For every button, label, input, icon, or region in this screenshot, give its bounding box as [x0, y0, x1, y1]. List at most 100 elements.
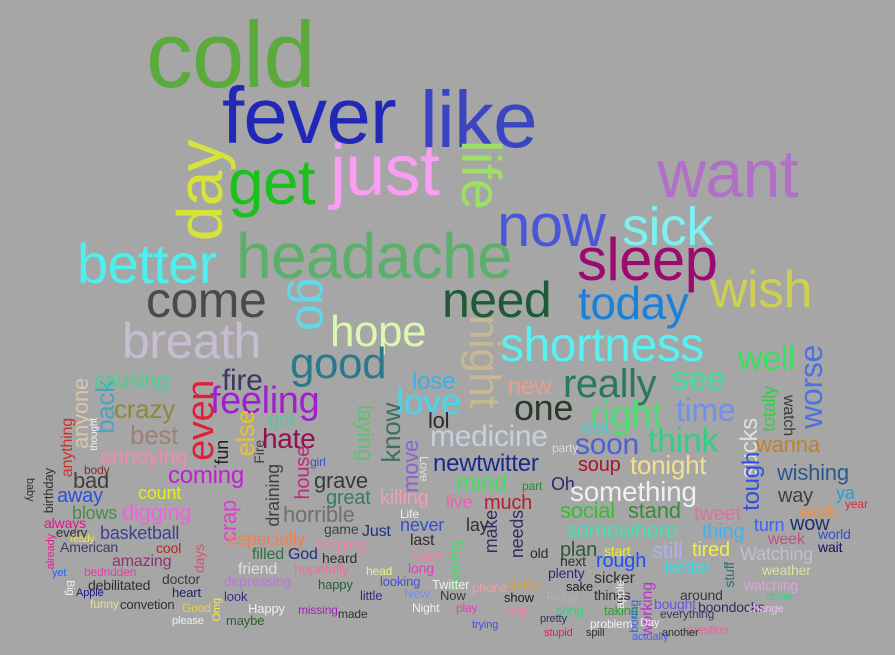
word: ready	[70, 534, 95, 545]
word: headache	[236, 220, 513, 292]
word: Happy	[248, 601, 285, 616]
word: well	[738, 340, 796, 378]
word: yet	[52, 567, 67, 579]
word: time	[676, 392, 736, 428]
word: problem	[590, 617, 633, 631]
word: blows	[72, 503, 118, 523]
word: ya	[836, 483, 855, 503]
word: hopefully	[294, 561, 349, 577]
word: thought	[89, 418, 100, 451]
word: change	[748, 603, 784, 615]
word: sake	[566, 579, 593, 594]
word: Twitter	[432, 577, 470, 592]
word: hate	[262, 423, 316, 454]
word: every	[56, 525, 88, 540]
word: especially	[228, 529, 306, 549]
word: heard	[322, 550, 358, 566]
word: love	[396, 381, 461, 422]
word: spill	[586, 627, 605, 639]
word: medicine	[430, 420, 548, 453]
word: get	[228, 146, 316, 218]
word: breath	[122, 313, 261, 369]
word: Today	[544, 589, 579, 604]
word: play	[456, 601, 478, 615]
word: think	[648, 422, 719, 460]
word: much	[484, 492, 533, 514]
word: week	[768, 531, 805, 548]
word: somewhere	[566, 518, 678, 543]
word: lol	[428, 408, 450, 433]
word: stop	[504, 603, 529, 618]
word: tonight	[630, 450, 707, 480]
word: count	[138, 483, 182, 503]
word: maybe	[226, 613, 265, 628]
word: right	[590, 394, 663, 436]
word: never	[400, 515, 445, 535]
word: Watching	[740, 544, 813, 564]
word: God	[288, 546, 318, 563]
word: need	[442, 272, 552, 328]
word: song	[556, 603, 584, 618]
word: pretty	[540, 613, 567, 625]
word: wanna	[756, 432, 820, 457]
word: way	[778, 485, 813, 507]
word: annoying	[100, 444, 188, 469]
word: Omg	[211, 598, 223, 622]
word: make	[481, 510, 501, 554]
word: question	[684, 623, 729, 637]
word: sickly	[506, 577, 540, 593]
word: friend	[238, 561, 278, 578]
word: boring	[627, 600, 641, 633]
word: turn	[754, 515, 785, 535]
word: come	[146, 272, 267, 328]
word: mind	[456, 470, 508, 497]
word: cool	[156, 540, 182, 556]
word: stand	[628, 498, 681, 523]
word: horrible	[283, 502, 355, 527]
word: good	[290, 339, 387, 388]
word: Good	[182, 601, 211, 615]
word: better	[77, 232, 217, 295]
word: social	[560, 498, 615, 523]
word: wish	[710, 261, 812, 319]
word: tired	[692, 539, 730, 561]
word: want	[657, 136, 799, 212]
word: fun	[212, 440, 232, 465]
word: one	[514, 387, 573, 428]
word: plan	[560, 539, 598, 561]
word: heart	[172, 585, 201, 600]
word: girl	[310, 455, 326, 469]
word: apple	[613, 580, 627, 609]
word: soup	[578, 454, 621, 476]
word: now	[497, 192, 606, 259]
word: got	[268, 409, 296, 431]
word: funny	[90, 597, 119, 611]
word: away	[57, 485, 103, 507]
word: Apple	[76, 587, 104, 599]
word: watching	[744, 577, 799, 593]
word: something	[570, 476, 697, 507]
word: American	[60, 539, 119, 555]
word: old	[530, 545, 549, 561]
word: head	[366, 564, 393, 578]
word: newtwitter	[433, 450, 539, 477]
word: stupid	[544, 627, 573, 639]
word: baby	[24, 478, 36, 502]
word: fever	[222, 71, 397, 160]
word: sick	[622, 197, 713, 257]
word: rest	[580, 417, 610, 437]
word: bought	[654, 596, 696, 612]
word: new	[508, 373, 552, 400]
word: stuff	[721, 562, 737, 588]
word: shortness	[500, 319, 704, 372]
word: another	[662, 627, 699, 639]
word: Big	[64, 580, 76, 596]
word: looking	[380, 574, 421, 589]
word: Fire	[251, 440, 267, 464]
word: everything	[660, 607, 715, 621]
word: causing	[94, 368, 169, 393]
word: fire	[222, 364, 263, 397]
word: boondocks	[698, 599, 765, 615]
word: lay	[466, 515, 489, 535]
